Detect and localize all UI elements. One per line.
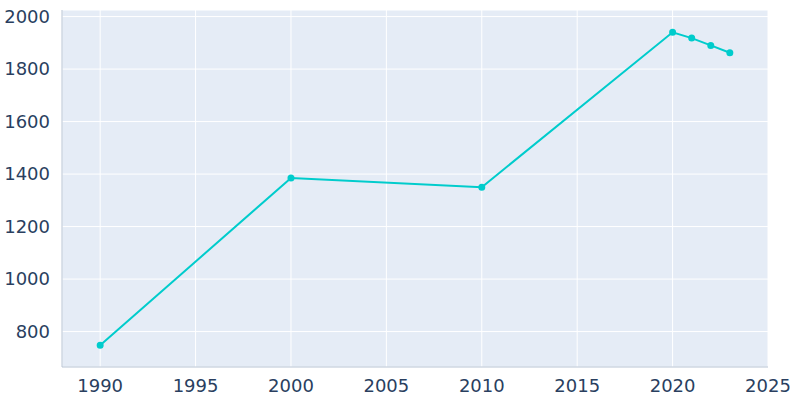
svg-text:1600: 1600 (8, 111, 50, 132)
svg-text:1200: 1200 (8, 216, 50, 237)
svg-text:2000: 2000 (268, 375, 314, 396)
svg-text:1800: 1800 (8, 58, 50, 79)
svg-text:2020: 2020 (650, 375, 696, 396)
svg-text:1000: 1000 (8, 268, 50, 289)
svg-text:1400: 1400 (8, 163, 50, 184)
svg-text:2000: 2000 (8, 6, 50, 27)
svg-text:2015: 2015 (554, 375, 600, 396)
svg-text:2010: 2010 (459, 375, 505, 396)
svg-text:2025: 2025 (745, 375, 791, 396)
svg-text:1995: 1995 (173, 375, 219, 396)
svg-text:800: 800 (16, 321, 50, 342)
svg-text:2005: 2005 (363, 375, 409, 396)
svg-text:1990: 1990 (77, 375, 123, 396)
